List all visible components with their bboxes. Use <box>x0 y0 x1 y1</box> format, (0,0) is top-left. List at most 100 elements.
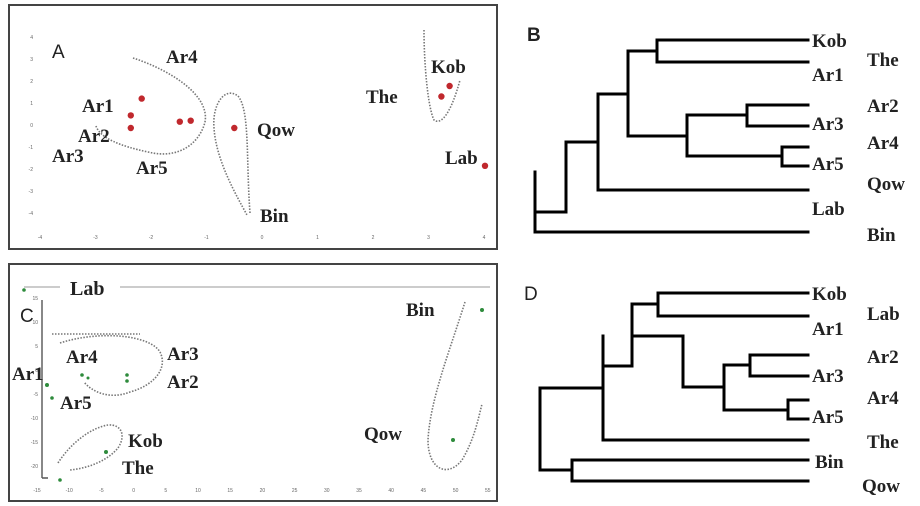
panel-c-x-tick: 15 <box>227 488 233 494</box>
panel-d-letter: D <box>524 284 538 305</box>
panel-c-x-tick: 25 <box>292 488 298 494</box>
panel-c-point-ar5 <box>50 396 54 400</box>
panel-a-contour-qow <box>213 92 251 216</box>
panel-c-x-tick: -10 <box>66 488 73 494</box>
panel-a-point-ar5b <box>187 117 194 124</box>
panel-c-label-ar5: Ar5 <box>60 393 92 414</box>
panel-d-node-5 <box>601 302 726 389</box>
panel-a-y-tick: 3 <box>30 57 33 63</box>
panel-a-point-lab <box>481 162 489 169</box>
panel-b-leaf-bin: Bin <box>867 225 896 246</box>
panel-c-x-tick: 10 <box>195 488 201 494</box>
panel-c-x-tick: 55 <box>485 488 491 494</box>
panel-c-point-bin <box>480 308 484 312</box>
panel-d-node-4 <box>722 363 790 412</box>
panel-c-x-tick: 45 <box>421 488 427 494</box>
panel-c-label-the: The <box>122 458 154 479</box>
panel-c-y-ticks: 15 10 5 0 -5 -10 -15 -20 <box>31 296 38 470</box>
panel-c-contour-kob <box>57 424 123 471</box>
panel-c: C -15 -10 -5 0 5 10 15 20 25 30 35 40 45 50 55 151050-… <box>12 278 491 494</box>
panel-a-x-tick: -1 <box>204 235 209 241</box>
panel-a-x-tick: 0 <box>261 235 264 241</box>
panel-c-letter: C <box>20 306 34 327</box>
panel-c-point-lab <box>22 288 26 292</box>
panel-c-point-the <box>104 450 108 454</box>
panel-c-point-ar2a <box>125 373 129 377</box>
panel-d: D Kob Lab Ar1 Ar2 Ar3 Ar4 Ar5 The B <box>524 284 900 497</box>
panel-b-leaf-the: The <box>867 50 899 71</box>
panel-a: A -4 -3 -2 -1 0 1 2 3 4 4 3 2 1 0 -1 -2 -3 -4 Ar1 Ar2 Ar… <box>29 29 489 241</box>
panel-c-x-tick: 20 <box>260 488 266 494</box>
panel-a-y-tick: -4 <box>29 211 34 217</box>
panel-a-point-kob <box>446 82 453 90</box>
panel-a-y-tick: -1 <box>29 145 34 151</box>
panel-b-node-7 <box>533 140 600 234</box>
panel-c-y-tick: 10 <box>32 320 38 326</box>
panel-d-leaf-ar5: Ar5 <box>812 407 844 428</box>
panel-c-point-ar2b <box>125 379 129 383</box>
panel-a-x-tick: 1 <box>316 235 319 241</box>
panel-c-points <box>22 288 484 482</box>
panel-c-y-tick: 0 <box>35 368 38 374</box>
panel-d-root <box>538 386 605 472</box>
panel-c-label-lab: Lab <box>70 278 104 300</box>
panel-c-point-ar4a <box>80 373 84 377</box>
panel-a-x-tick: 2 <box>372 235 375 241</box>
panel-c-x-tick: 5 <box>164 488 167 494</box>
panel-c-frame <box>8 263 498 502</box>
panel-a-y-tick: -2 <box>29 167 34 173</box>
panel-a-label-ar1: Ar1 <box>82 96 114 117</box>
panel-a-y-ticks: 4 3 2 1 0 -1 -2 -3 -4 <box>29 35 34 217</box>
panel-b-dendrogram <box>533 38 810 234</box>
panel-a-x-tick: -4 <box>38 235 43 241</box>
panel-c-x-tick: -5 <box>99 488 104 494</box>
panel-a-contour-kob <box>423 29 461 123</box>
panel-c-x-ticks: -15 -10 -5 0 5 10 15 20 25 30 35 40 45 50 55 <box>33 488 490 494</box>
panel-b: B Kob The Ar1 Ar2 Ar3 Ar4 Ar5 Qow Lab Bi… <box>527 25 905 246</box>
panel-b-node-5 <box>626 49 689 138</box>
panel-c-x-tick: 30 <box>324 488 330 494</box>
panel-d-leaf-ar1: Ar1 <box>812 319 844 340</box>
panel-b-leaf-qow: Qow <box>867 174 905 195</box>
panel-a-x-tick: -2 <box>149 235 154 241</box>
panel-c-point-qow <box>451 438 455 442</box>
panel-a-x-tick: 3 <box>427 235 430 241</box>
panel-b-leaf-ar1: Ar1 <box>812 65 844 86</box>
panel-a-point-ar1 <box>138 95 145 102</box>
panel-a-label-lab: Lab <box>445 148 478 169</box>
panel-c-y-tick: 15 <box>32 296 38 302</box>
panel-a-y-tick: 1 <box>30 101 33 107</box>
panel-c-contour-qow <box>427 301 483 471</box>
panel-c-label-ar3: Ar3 <box>167 344 199 365</box>
panel-a-x-tick: -3 <box>93 235 98 241</box>
panel-b-leaf-kob: Kob <box>812 31 847 52</box>
panel-a-label-the: The <box>366 87 398 108</box>
panel-a-point-ar5a <box>176 118 183 125</box>
panel-c-y-tick: -20 <box>31 464 38 470</box>
panel-d-leaf-ar4: Ar4 <box>867 388 899 409</box>
panel-d-leaf-kob: Kob <box>812 284 847 305</box>
panel-a-label-ar2: Ar2 <box>78 126 110 147</box>
panel-a-point-ar2b <box>127 124 134 132</box>
panel-a-contour-ar <box>95 57 207 155</box>
panel-d-leaf-bin: Bin <box>815 452 844 473</box>
panel-c-label-ar4: Ar4 <box>66 347 98 368</box>
panel-a-x-tick: 4 <box>483 235 486 241</box>
panel-c-y-tick: -10 <box>31 416 38 422</box>
panel-b-leaf-ar5: Ar5 <box>812 154 844 175</box>
panel-c-label-qow: Qow <box>364 424 402 445</box>
panel-b-leaf-lab: Lab <box>812 199 845 220</box>
panel-b-letter: B <box>527 25 541 46</box>
panel-c-x-tick: 40 <box>388 488 394 494</box>
panel-c-contour-ar <box>59 334 164 397</box>
panel-a-label-bin: Bin <box>260 206 289 227</box>
panel-a-y-tick: -3 <box>29 189 34 195</box>
panel-a-points <box>127 82 489 169</box>
panel-c-x-tick: 35 <box>356 488 362 494</box>
panel-a-label-ar5: Ar5 <box>136 158 168 179</box>
panel-a-label-ar3: Ar3 <box>52 146 84 167</box>
panel-c-label-ar1: Ar1 <box>12 364 44 385</box>
panel-b-leaf-ar3: Ar3 <box>812 114 844 135</box>
panel-c-y-tick: -15 <box>31 440 38 446</box>
